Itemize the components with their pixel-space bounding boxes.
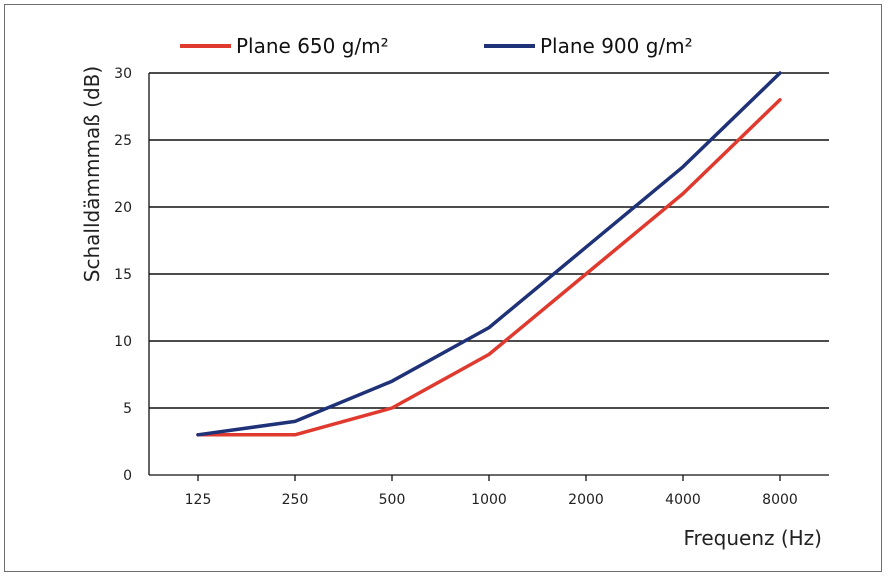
x-axis-title: Frequenz (Hz) bbox=[684, 526, 823, 550]
y-tick-label-0: 0 bbox=[123, 468, 132, 484]
x-tick-label-1000: 1000 bbox=[471, 492, 507, 508]
y-tick-label-15: 15 bbox=[114, 267, 132, 283]
x-tick-label-500: 500 bbox=[379, 492, 406, 508]
x-tick-label-125: 125 bbox=[185, 492, 212, 508]
y-tick-label-20: 20 bbox=[114, 200, 132, 216]
y-tick-label-5: 5 bbox=[123, 401, 132, 417]
x-tick-labels: 125 250 500 1000 2000 4000 8000 bbox=[185, 492, 798, 508]
series-line-1 bbox=[196, 98, 782, 437]
legend-label-1: Plane 650 g/m² bbox=[236, 34, 389, 58]
x-tick-label-4000: 4000 bbox=[665, 492, 701, 508]
x-tick-label-2000: 2000 bbox=[568, 492, 604, 508]
axes bbox=[148, 73, 829, 481]
legend-item-2: Plane 900 g/m² bbox=[484, 34, 693, 58]
legend: Plane 650 g/m² Plane 900 g/m² bbox=[180, 34, 693, 58]
y-tick-label-30: 30 bbox=[114, 66, 132, 82]
grid-lines bbox=[149, 72, 829, 409]
x-tick-label-8000: 8000 bbox=[762, 492, 798, 508]
series-lines bbox=[196, 71, 782, 437]
y-axis-title: Schalldämmmaß (dB) bbox=[80, 66, 104, 282]
x-tick-label-250: 250 bbox=[282, 492, 309, 508]
legend-item-1: Plane 650 g/m² bbox=[180, 34, 389, 58]
chart-frame bbox=[4, 4, 882, 572]
series-line-2 bbox=[196, 71, 782, 437]
legend-label-2: Plane 900 g/m² bbox=[540, 34, 693, 58]
y-tick-label-10: 10 bbox=[114, 334, 132, 350]
y-tick-labels: 0 5 10 15 20 25 30 bbox=[114, 66, 132, 484]
y-tick-label-25: 25 bbox=[114, 133, 132, 149]
